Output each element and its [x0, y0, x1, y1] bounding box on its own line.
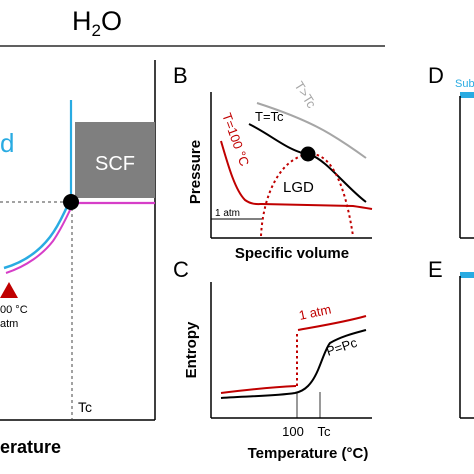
panel-c-curve-1atm-upper [297, 315, 367, 331]
panel-c: C Entropy 1 atm P=Pc 100 Tc Temperature … [173, 257, 372, 462]
panel-a-curve-magenta [5, 205, 73, 274]
panel-b: B Pressure T>Tc T=Tc LGD T=100 °C 1 atm … [173, 63, 373, 262]
panel-b-1atm-label: 1 atm [215, 208, 240, 219]
panel-a-marker-label-1: 00 °C [0, 304, 28, 316]
panel-b-isotherm-t-100 [220, 140, 373, 210]
panel-b-label-t-gt-tc: T>Tc [291, 79, 319, 112]
panel-b-label-t-100: T=100 °C [219, 111, 252, 168]
panel-b-x-axis-label: Specific volume [235, 245, 349, 262]
panel-c-label-pc: P=Pc [324, 335, 359, 359]
panel-b-isotherm-t-gt-tc [256, 102, 367, 159]
panel-a-scf-box [75, 122, 155, 198]
panel-a: d SCF 00 °C atm Tc erature [0, 60, 156, 457]
panel-c-tick-tc-label: Tc [318, 424, 332, 439]
panel-a-curve-blue [3, 202, 71, 270]
panel-e: E [428, 257, 474, 419]
panel-b-critical-point [300, 146, 316, 162]
panel-e-blue-marker [460, 272, 474, 278]
panel-d-blue-marker [460, 92, 474, 98]
figure-header: H2O [0, 6, 385, 47]
panel-d-letter: D [428, 63, 444, 88]
panel-b-label-t-eq-tc: T=Tc [255, 109, 284, 124]
panel-c-y-axis-label: Entropy [183, 321, 200, 378]
panel-a-triangle-marker [0, 282, 18, 298]
panel-d-phase-label: Sub [455, 78, 474, 90]
panel-a-marker-label-2: atm [0, 318, 18, 330]
panel-b-dome-label: LGD [283, 179, 314, 196]
title-end: O [101, 6, 122, 36]
panel-c-tick-100-label: 100 [282, 424, 304, 439]
panel-b-letter: B [173, 63, 188, 88]
panel-a-critical-point [63, 194, 79, 210]
panel-c-curve-pc [220, 329, 367, 399]
panel-a-tc-label: Tc [78, 399, 92, 415]
panel-c-label-1atm: 1 atm [298, 302, 333, 323]
title-main: H [72, 6, 92, 36]
panel-a-phase-label: d [0, 128, 14, 158]
panel-e-letter: E [428, 257, 443, 282]
panel-d: D Sub [428, 63, 474, 239]
panel-c-x-axis-label: Temperature (°C) [248, 445, 369, 462]
panel-c-curve-1atm-lower [220, 385, 297, 394]
panel-a-scf-label: SCF [95, 153, 135, 175]
svg-text:H2O: H2O [72, 6, 122, 40]
panel-b-y-axis-label: Pressure [187, 140, 204, 204]
title-subscript: 2 [92, 21, 101, 40]
panel-a-x-axis-label: erature [0, 437, 61, 457]
panel-c-letter: C [173, 257, 189, 282]
